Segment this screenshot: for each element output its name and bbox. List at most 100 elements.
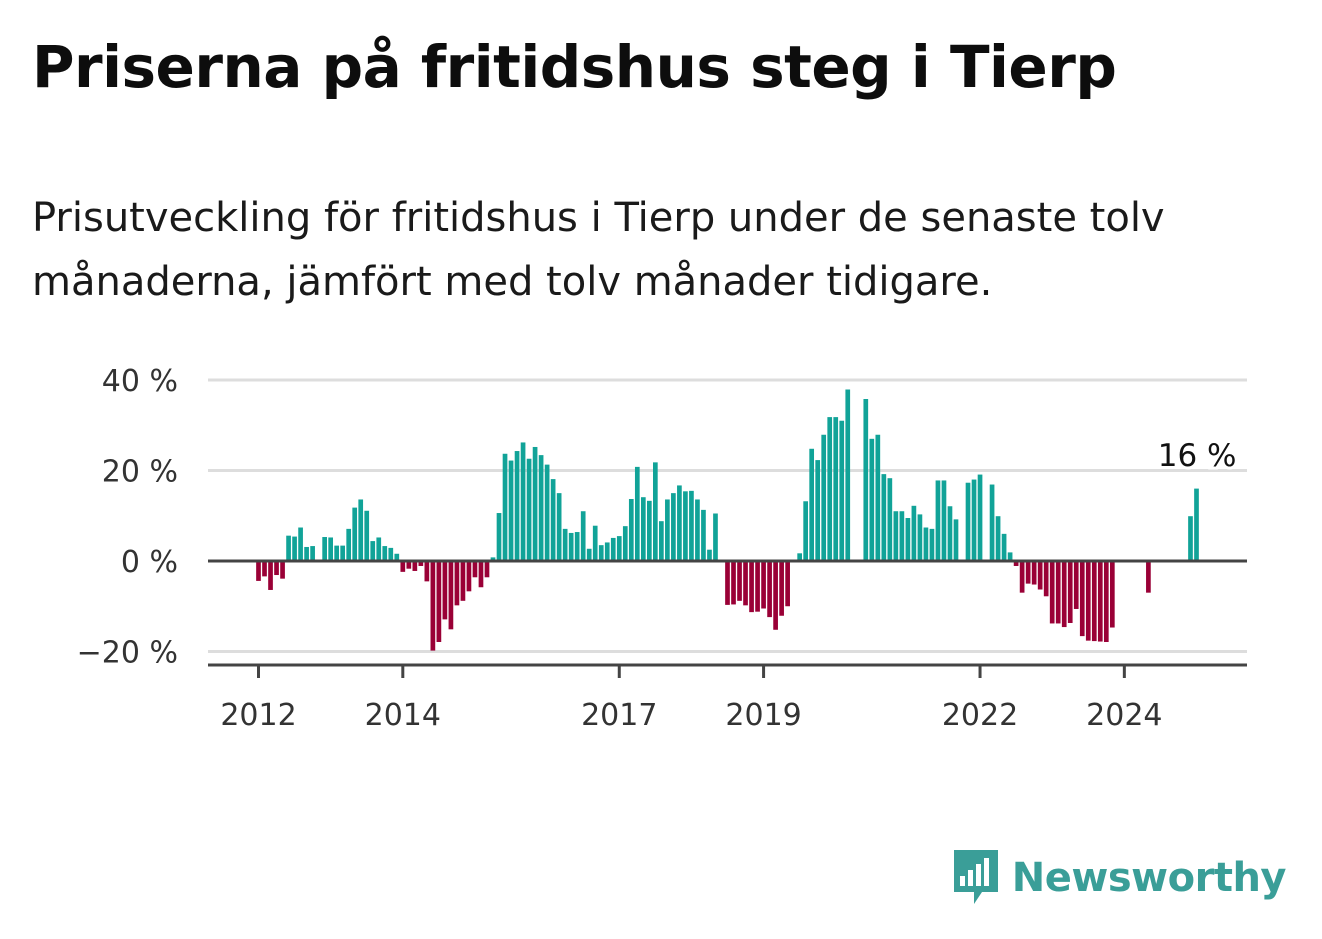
bar — [550, 479, 556, 561]
bar — [653, 462, 658, 561]
bar — [821, 434, 827, 561]
brand-name: Newsworthy — [1011, 855, 1287, 901]
bar — [707, 549, 712, 561]
bar — [863, 399, 869, 561]
bar — [683, 491, 688, 561]
bar — [929, 528, 935, 561]
bar — [532, 446, 538, 561]
bar — [911, 505, 917, 561]
bar-chart: 40 % 20 % 0 % −20 % 2012 2014 2017 2019 2022 2024… — [77, 364, 1247, 733]
bar — [755, 561, 760, 612]
y-tick-label: 40 % — [102, 364, 178, 399]
bar — [809, 448, 815, 561]
bar — [268, 561, 273, 590]
gridlines — [208, 378, 1247, 653]
bar — [815, 460, 821, 561]
bar — [358, 499, 364, 561]
bar — [304, 546, 309, 561]
bar — [677, 485, 682, 561]
bar — [977, 474, 983, 561]
bar — [622, 526, 628, 561]
bar — [947, 506, 953, 561]
bar — [665, 499, 670, 561]
bar — [1001, 533, 1007, 561]
end-value-label: 16 % — [1158, 438, 1237, 474]
bar — [352, 507, 358, 561]
bar — [659, 521, 664, 561]
bar — [328, 537, 333, 561]
bar — [695, 499, 700, 561]
bar — [1085, 561, 1091, 641]
bar — [779, 561, 784, 616]
bar — [556, 493, 562, 562]
bar — [1188, 516, 1193, 561]
bar — [833, 417, 839, 561]
bar — [905, 518, 911, 561]
bar — [893, 511, 899, 561]
bar — [725, 561, 730, 605]
bar — [370, 541, 376, 561]
bar — [472, 561, 478, 578]
bar — [671, 493, 676, 562]
bar — [899, 511, 905, 561]
bar — [1061, 561, 1067, 628]
bar — [1013, 561, 1019, 566]
bar — [568, 532, 574, 561]
bar — [574, 532, 580, 561]
bar — [935, 480, 941, 561]
bars — [256, 389, 1199, 651]
bar — [1043, 561, 1049, 597]
bar — [502, 453, 508, 561]
bar — [713, 513, 718, 561]
axes — [208, 559, 1247, 678]
bar — [1007, 552, 1013, 561]
bar — [406, 561, 412, 569]
bar — [520, 442, 526, 561]
bar — [376, 537, 382, 561]
bar — [887, 478, 893, 561]
bar — [334, 545, 340, 561]
bar — [869, 438, 875, 561]
bar — [743, 561, 748, 606]
bar — [731, 561, 736, 605]
bar — [953, 519, 959, 561]
bar — [701, 509, 706, 561]
bar — [400, 561, 406, 572]
chart-title: Priserna på fritidshus steg i Tierp — [32, 33, 1117, 101]
bar — [1067, 561, 1073, 623]
bar — [1025, 561, 1031, 584]
bar — [689, 490, 694, 561]
bar — [448, 561, 454, 630]
bar — [586, 548, 592, 561]
bar — [388, 547, 394, 561]
bar — [322, 537, 327, 561]
bar — [508, 460, 514, 561]
bar — [1091, 561, 1097, 642]
bar — [454, 561, 460, 606]
x-tick-label: 2024 — [1086, 698, 1162, 733]
bar — [298, 527, 303, 561]
bar — [797, 553, 802, 561]
x-tick-label: 2022 — [942, 698, 1018, 733]
newsworthy-logo-icon — [953, 850, 998, 904]
bar — [466, 561, 472, 592]
bar — [346, 528, 352, 561]
bar — [256, 561, 261, 581]
bar — [442, 561, 448, 620]
bar — [1103, 561, 1109, 642]
bar — [514, 451, 520, 561]
bar — [845, 389, 851, 561]
bar — [646, 500, 652, 561]
bar — [604, 542, 610, 561]
chart-subtitle: Prisutveckling för fritidshus i Tierp un… — [32, 195, 1165, 305]
bar — [616, 536, 622, 561]
bar — [628, 499, 634, 561]
bar — [382, 546, 388, 561]
bar — [610, 537, 616, 561]
bar — [923, 527, 929, 561]
bar — [1037, 561, 1043, 590]
bar — [580, 511, 586, 561]
bar — [286, 535, 291, 561]
bar — [767, 561, 772, 618]
bar — [737, 561, 742, 601]
